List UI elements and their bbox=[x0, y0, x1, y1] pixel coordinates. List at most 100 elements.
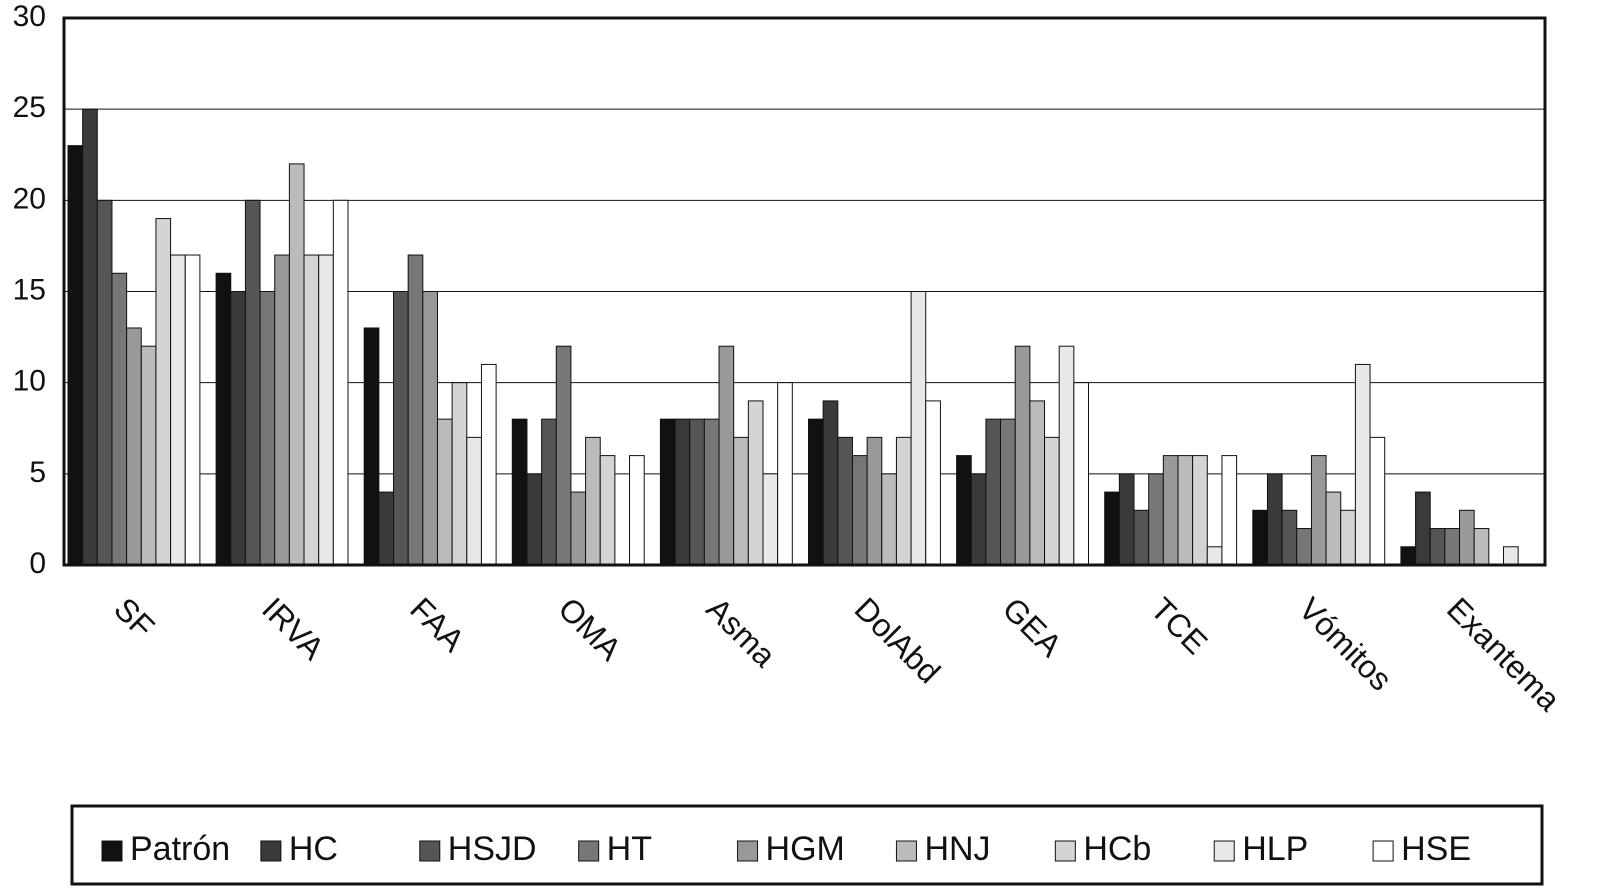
bar bbox=[1415, 491, 1431, 566]
bar bbox=[1281, 509, 1298, 566]
legend-box bbox=[70, 804, 1544, 886]
bar bbox=[1148, 473, 1164, 566]
bar bbox=[881, 473, 897, 566]
bar bbox=[629, 455, 645, 566]
bar bbox=[1296, 528, 1312, 566]
legend-label: Patrón bbox=[130, 830, 230, 868]
bar bbox=[1459, 509, 1475, 566]
x-tick-label: IRVA bbox=[255, 590, 332, 667]
legend-swatch bbox=[419, 840, 441, 862]
bar bbox=[170, 254, 186, 566]
bar bbox=[1266, 473, 1283, 566]
bar bbox=[956, 455, 972, 566]
bar bbox=[970, 473, 987, 566]
bar bbox=[1206, 546, 1223, 566]
bar bbox=[570, 491, 587, 566]
bar bbox=[1252, 509, 1268, 566]
bar bbox=[332, 199, 349, 566]
bar bbox=[422, 291, 438, 566]
bar bbox=[480, 363, 497, 566]
bar bbox=[1000, 418, 1016, 566]
bar bbox=[808, 418, 824, 566]
bar bbox=[541, 418, 557, 566]
bar bbox=[259, 291, 276, 566]
bar bbox=[215, 272, 232, 566]
bar bbox=[747, 400, 764, 566]
bar bbox=[363, 327, 380, 566]
bar bbox=[155, 218, 172, 566]
bar bbox=[67, 145, 84, 566]
legend-label: HLP bbox=[1242, 830, 1308, 868]
bar bbox=[1014, 345, 1031, 566]
x-tick-label: Asma bbox=[700, 590, 783, 673]
legend-label: HC bbox=[289, 830, 338, 868]
bar bbox=[1444, 528, 1461, 566]
bar bbox=[274, 254, 290, 566]
bar bbox=[511, 418, 528, 566]
bar bbox=[407, 254, 424, 566]
y-tick-label: 0 bbox=[29, 547, 46, 580]
bar bbox=[1162, 455, 1179, 566]
bar bbox=[1073, 382, 1090, 566]
bar bbox=[393, 291, 409, 566]
legend-swatch bbox=[895, 840, 917, 862]
legend-label: HGM bbox=[766, 830, 845, 868]
bar bbox=[822, 400, 839, 566]
bar bbox=[1221, 455, 1238, 566]
bar bbox=[526, 473, 543, 566]
bar bbox=[1118, 473, 1135, 566]
bar bbox=[126, 327, 142, 566]
legend-swatch bbox=[578, 840, 600, 862]
bar bbox=[1400, 546, 1417, 566]
bar bbox=[244, 199, 261, 566]
bar bbox=[1473, 528, 1490, 566]
legend-label: HNJ bbox=[924, 830, 990, 868]
legend-swatch bbox=[260, 840, 282, 862]
legend-swatch bbox=[1372, 840, 1394, 862]
x-tick-label: GEA bbox=[996, 590, 1070, 664]
bar bbox=[184, 254, 201, 566]
bar bbox=[659, 418, 676, 566]
bar bbox=[1104, 491, 1120, 566]
bar bbox=[1325, 491, 1342, 566]
bar bbox=[1177, 455, 1194, 566]
legend-label: HT bbox=[607, 830, 652, 868]
bar bbox=[436, 418, 453, 566]
x-tick-label: Exantema bbox=[1440, 590, 1567, 717]
bar bbox=[910, 291, 927, 566]
y-tick-label: 10 bbox=[13, 365, 46, 398]
bar bbox=[985, 418, 1002, 566]
legend-swatch bbox=[1213, 840, 1235, 862]
bar bbox=[1310, 455, 1327, 566]
y-tick-label: 15 bbox=[13, 273, 46, 306]
legend-label: HSE bbox=[1401, 830, 1471, 868]
bar bbox=[925, 400, 941, 566]
bar bbox=[762, 473, 779, 566]
bar bbox=[599, 455, 616, 566]
legend-swatch bbox=[737, 840, 759, 862]
bar bbox=[378, 491, 395, 566]
legend-label: HCb bbox=[1083, 830, 1151, 868]
bar bbox=[689, 418, 705, 566]
bar bbox=[318, 254, 334, 566]
bar bbox=[703, 418, 720, 566]
bar bbox=[777, 382, 793, 566]
bar bbox=[1192, 455, 1208, 566]
bar bbox=[1340, 509, 1356, 566]
y-tick-label: 25 bbox=[13, 91, 46, 124]
bar bbox=[303, 254, 320, 566]
bar bbox=[111, 272, 128, 566]
y-tick-label: 20 bbox=[13, 182, 46, 215]
bar bbox=[733, 436, 749, 566]
x-tick-label: SF bbox=[107, 590, 161, 644]
x-tick-label: OMA bbox=[551, 590, 628, 667]
bar bbox=[718, 345, 735, 566]
y-tick-label: 30 bbox=[13, 0, 46, 33]
bar bbox=[1058, 345, 1075, 566]
plot-frame bbox=[62, 16, 1547, 567]
bar bbox=[1369, 436, 1386, 566]
y-tick-label: 5 bbox=[29, 456, 46, 489]
bar bbox=[230, 291, 246, 566]
bar bbox=[82, 108, 98, 566]
